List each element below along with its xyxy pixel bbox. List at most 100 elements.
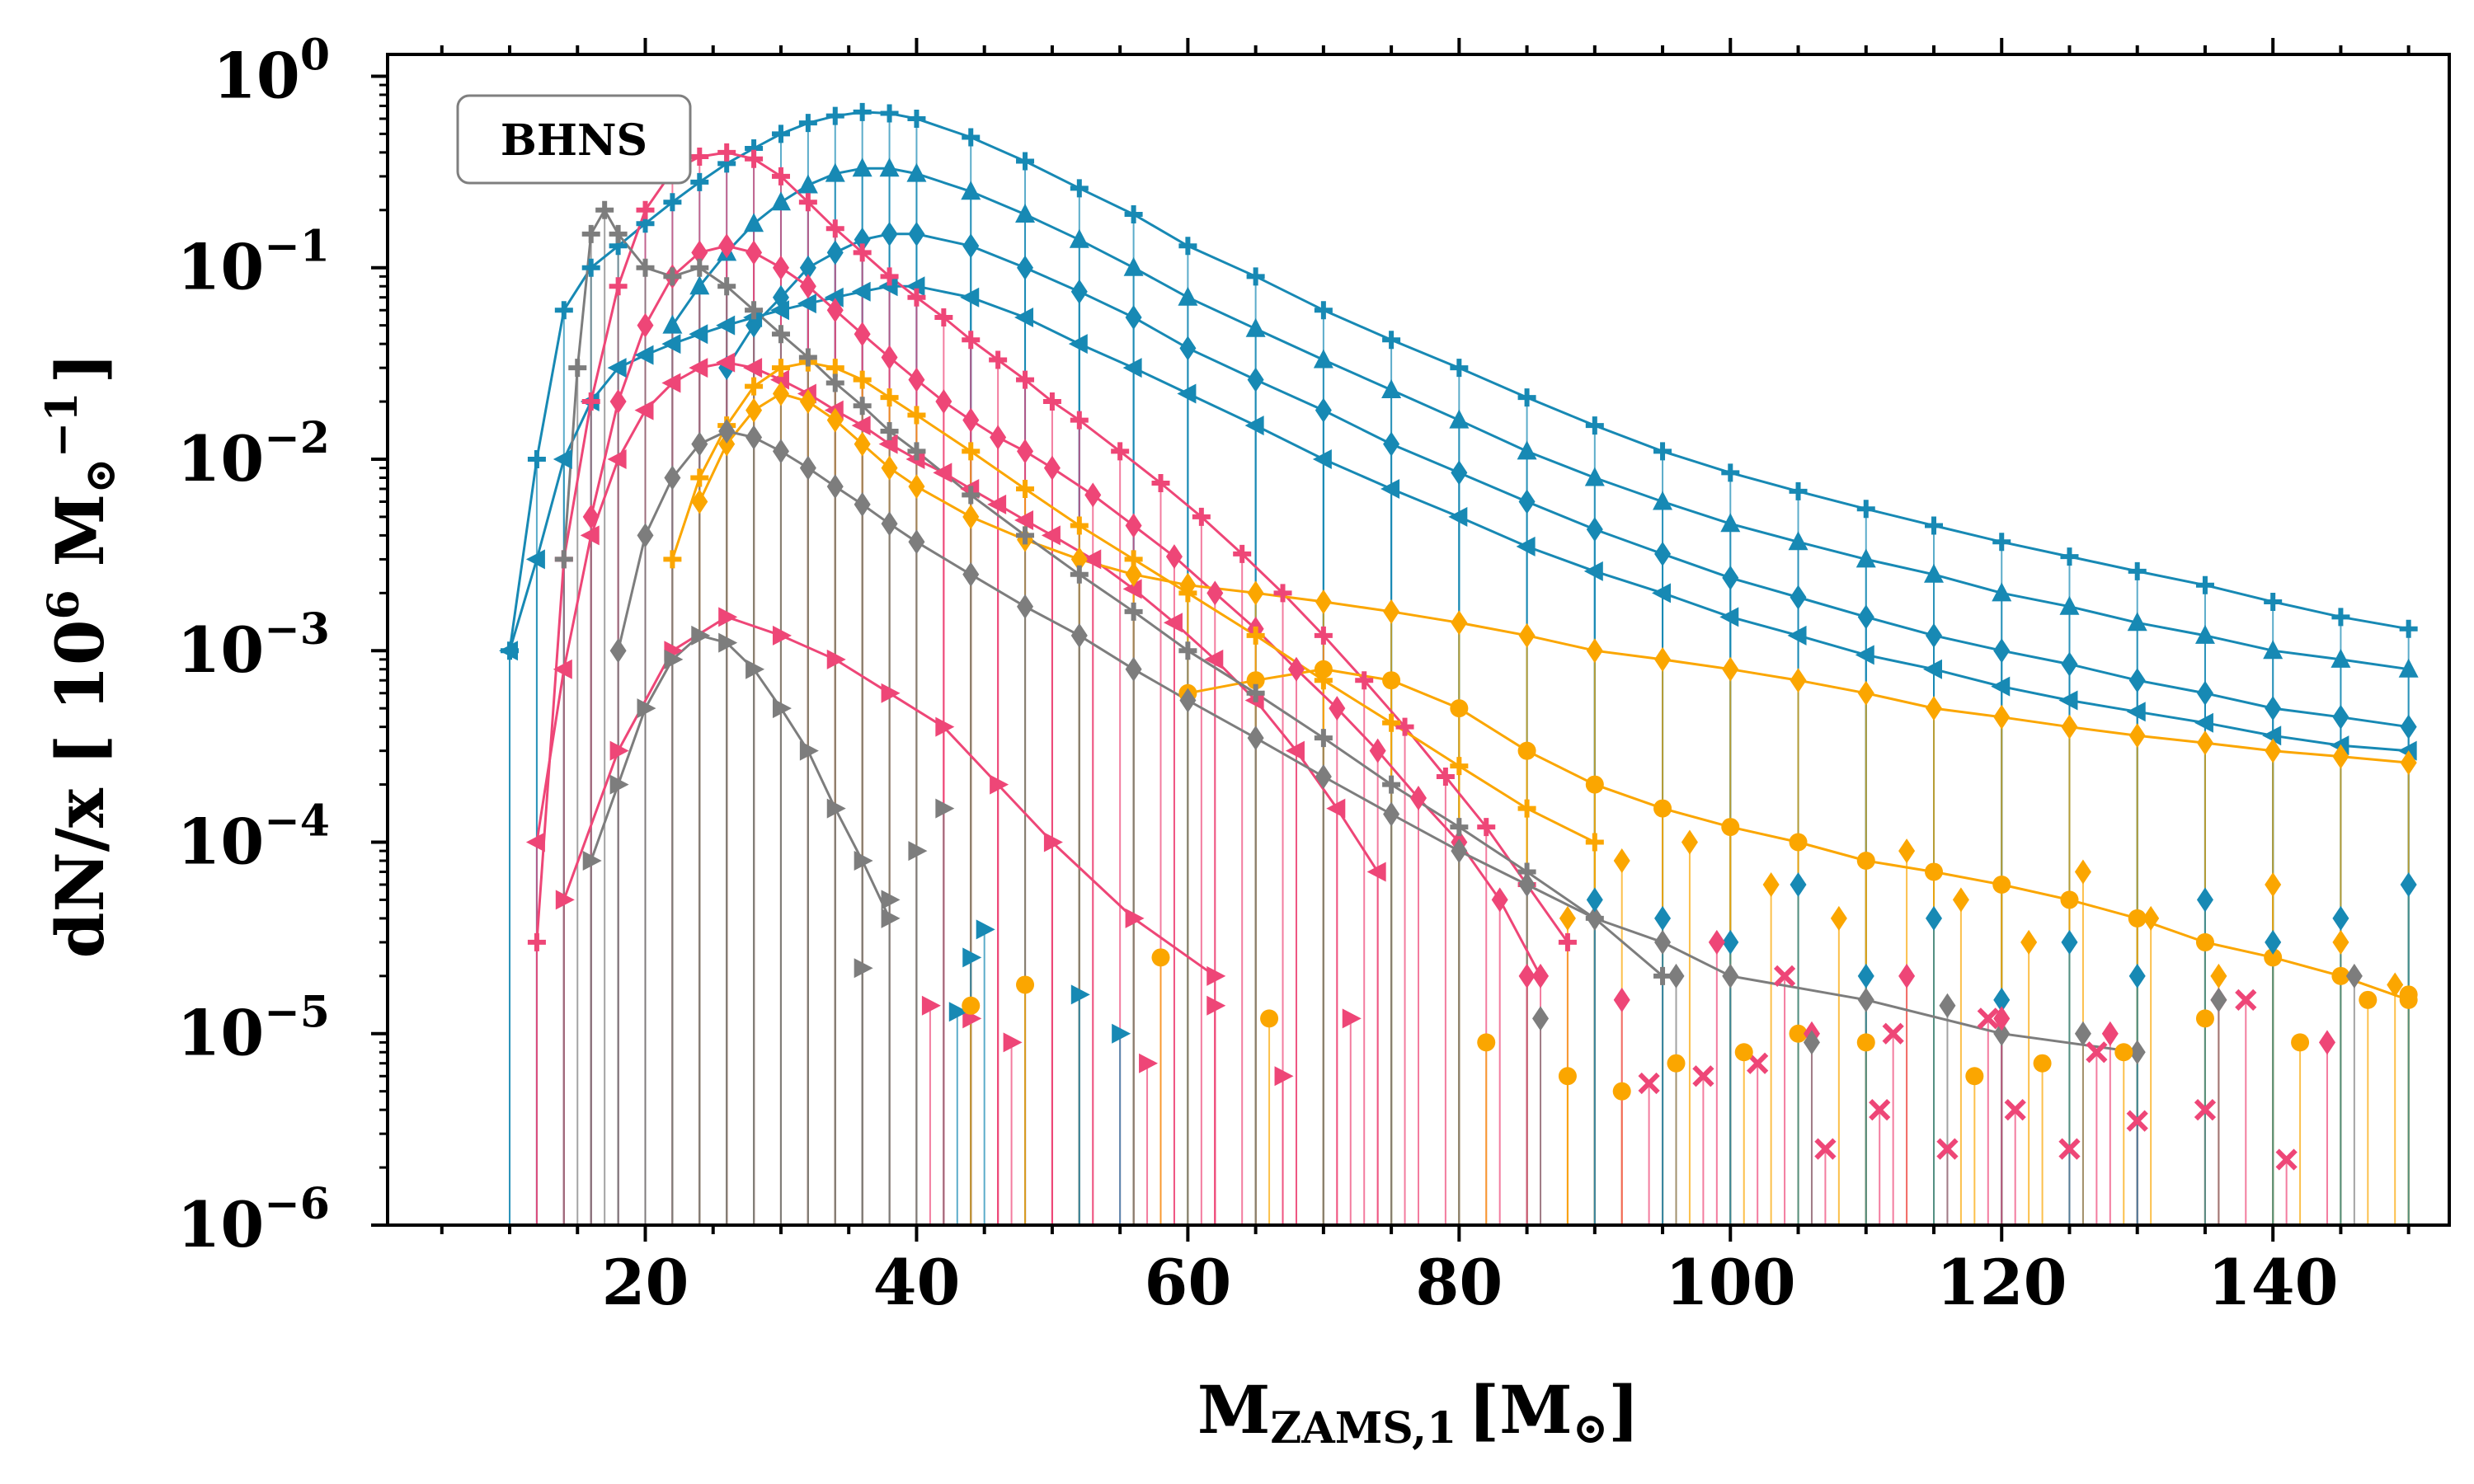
x-axis-title: MZAMS,1 [M⊙]: [1197, 1371, 1639, 1453]
y-tick-base: 10: [176, 805, 264, 878]
data-point: [1014, 308, 1034, 328]
data-point: [1857, 963, 1874, 989]
data-point: [663, 193, 682, 212]
data-point: [525, 549, 545, 570]
data-point: [609, 774, 629, 795]
data-point: [568, 359, 587, 378]
data-point: [935, 798, 955, 819]
data-point: [609, 389, 627, 415]
data-point: [1381, 378, 1402, 398]
y-tick-exponent: −4: [264, 796, 330, 846]
data-point: [1923, 659, 1942, 679]
data-point: [2128, 1040, 2146, 1065]
data-point: [1014, 510, 1034, 531]
data-point: [2059, 595, 2080, 615]
data-point: [2235, 989, 2257, 1011]
series-line-9: [698, 392, 2409, 764]
data-point: [1314, 729, 1333, 748]
data-point: [582, 850, 602, 871]
data-point: [1708, 929, 1725, 955]
data-point: [1314, 301, 1333, 320]
data-point: [879, 157, 900, 177]
data-point: [908, 841, 928, 862]
x-tick-label: 140: [2208, 1246, 2339, 1319]
data-point: [825, 359, 844, 378]
data-point: [772, 255, 789, 280]
data-point: [1585, 833, 1604, 852]
data-point: [799, 274, 816, 299]
data-point: [1518, 622, 1536, 648]
data-point: [961, 181, 981, 200]
data-point: [2195, 575, 2214, 594]
data-point: [2128, 909, 2147, 928]
data-point: [1518, 872, 1536, 898]
data-point: [745, 240, 763, 265]
data-point: [1382, 331, 1401, 350]
data-point: [905, 276, 925, 297]
y-tick-label: 10−2: [176, 413, 330, 495]
data-point: [1857, 604, 1874, 630]
data-point: [880, 104, 899, 123]
data-point: [825, 373, 844, 392]
data-point: [1015, 203, 1036, 223]
data-point: [2345, 963, 2363, 989]
y-tick-base: 10: [176, 231, 264, 304]
data-point: [690, 148, 709, 167]
y-tick-exponent: −3: [264, 604, 330, 655]
data-point: [2061, 929, 2078, 955]
data-point: [1720, 513, 1741, 533]
data-point: [1992, 533, 2011, 552]
data-point: [769, 369, 789, 390]
data-point: [1329, 696, 1346, 721]
data-point: [881, 511, 898, 537]
y-axis-title-unit: M: [41, 494, 119, 589]
data-point: [1451, 460, 1468, 486]
data-point: [1653, 442, 1672, 461]
data-point: [933, 463, 952, 483]
data-point: [1178, 237, 1197, 256]
data-point: [718, 632, 738, 653]
data-point: [1667, 963, 1685, 989]
data-point: [689, 324, 708, 345]
data-point: [637, 698, 656, 719]
data-point: [1369, 738, 1386, 763]
plot-frame: [386, 53, 2451, 1227]
data-point: [2195, 932, 2214, 951]
data-point: [554, 301, 573, 320]
data-point: [691, 625, 711, 646]
data-point: [1436, 767, 1455, 786]
data-point: [689, 275, 710, 295]
data-point: [1898, 838, 1916, 864]
data-point: [1355, 671, 1374, 690]
data-point: [2128, 561, 2147, 580]
data-point: [1125, 561, 1142, 587]
data-point: [1993, 638, 2011, 664]
data-point: [2265, 872, 2282, 898]
data-point: [1260, 1009, 1279, 1028]
data-point: [636, 258, 655, 277]
data-point: [853, 397, 872, 416]
data-point: [745, 149, 764, 168]
data-point: [2020, 929, 2038, 955]
data-point: [634, 400, 654, 420]
data-point: [1383, 431, 1400, 457]
data-point: [2399, 985, 2418, 1004]
data-point: [2142, 905, 2160, 931]
data-point: [1179, 688, 1197, 713]
data-point: [990, 425, 1007, 450]
data-point: [2194, 624, 2215, 644]
data-point: [825, 162, 845, 182]
data-point: [2332, 704, 2349, 730]
data-point: [1977, 1007, 1999, 1030]
y-tick-exponent: −5: [264, 988, 330, 1038]
data-point: [609, 224, 628, 243]
data-point: [1856, 500, 1875, 519]
data-point: [716, 315, 736, 336]
data-point: [691, 431, 708, 457]
data-point: [2196, 730, 2213, 756]
data-point: [634, 345, 654, 365]
data-point: [2400, 750, 2417, 776]
data-point: [554, 550, 573, 569]
data-point: [1041, 525, 1061, 546]
data-point: [935, 716, 955, 737]
